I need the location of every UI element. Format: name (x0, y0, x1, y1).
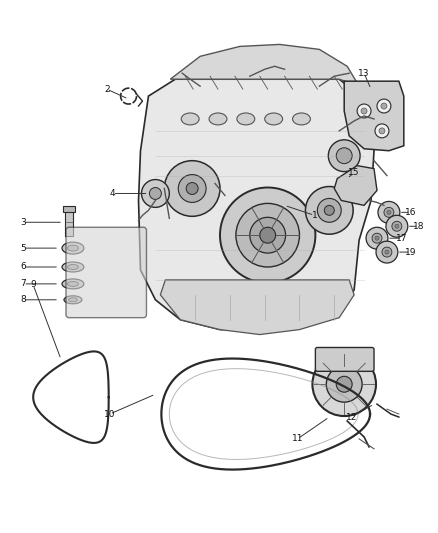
Ellipse shape (67, 281, 78, 286)
Text: 17: 17 (396, 233, 408, 243)
Ellipse shape (62, 279, 84, 289)
Text: 11: 11 (292, 434, 303, 443)
Circle shape (336, 376, 352, 392)
Polygon shape (334, 166, 377, 205)
Circle shape (149, 188, 161, 199)
Circle shape (305, 187, 353, 234)
Circle shape (312, 352, 376, 416)
Text: 7: 7 (21, 279, 26, 288)
Ellipse shape (237, 113, 255, 125)
Ellipse shape (62, 242, 84, 254)
Polygon shape (138, 79, 374, 329)
Circle shape (326, 366, 362, 402)
Circle shape (361, 108, 367, 114)
Ellipse shape (209, 113, 227, 125)
Circle shape (379, 128, 385, 134)
Circle shape (382, 247, 392, 257)
Circle shape (384, 207, 394, 217)
Ellipse shape (67, 245, 78, 251)
Circle shape (324, 205, 334, 215)
Ellipse shape (64, 296, 82, 304)
FancyBboxPatch shape (315, 348, 374, 372)
Polygon shape (160, 280, 354, 335)
Circle shape (250, 217, 286, 253)
Bar (65, 208, 73, 236)
Circle shape (366, 227, 388, 249)
Circle shape (141, 180, 170, 207)
Circle shape (178, 175, 206, 203)
Circle shape (164, 160, 220, 216)
Circle shape (336, 148, 352, 164)
Text: 12: 12 (346, 413, 357, 422)
Circle shape (392, 221, 402, 231)
Text: 18: 18 (413, 222, 424, 231)
Circle shape (220, 188, 315, 283)
Circle shape (381, 103, 387, 109)
Text: 1: 1 (311, 211, 317, 220)
Text: 2: 2 (104, 85, 110, 94)
Circle shape (328, 140, 360, 172)
Ellipse shape (181, 113, 199, 125)
Text: 9: 9 (30, 280, 36, 289)
Text: 4: 4 (110, 189, 116, 198)
Circle shape (375, 124, 389, 138)
Ellipse shape (68, 298, 78, 302)
Circle shape (377, 99, 391, 113)
Circle shape (357, 104, 371, 118)
Polygon shape (344, 81, 404, 151)
Circle shape (386, 215, 408, 237)
Circle shape (318, 198, 341, 222)
Text: 6: 6 (21, 262, 26, 271)
Text: 5: 5 (21, 244, 26, 253)
Circle shape (372, 233, 382, 243)
Ellipse shape (62, 262, 84, 272)
Text: 10: 10 (104, 409, 116, 418)
Text: 19: 19 (405, 248, 417, 256)
FancyBboxPatch shape (66, 227, 146, 318)
Circle shape (186, 182, 198, 195)
Polygon shape (170, 44, 359, 86)
Circle shape (376, 241, 398, 263)
Text: 16: 16 (405, 208, 417, 217)
Text: 13: 13 (358, 69, 370, 78)
Circle shape (385, 250, 389, 254)
Circle shape (395, 224, 399, 228)
Text: 8: 8 (21, 295, 26, 304)
Ellipse shape (265, 113, 283, 125)
Text: 3: 3 (21, 218, 26, 227)
Text: 15: 15 (348, 168, 360, 177)
Ellipse shape (293, 113, 311, 125)
Ellipse shape (67, 264, 78, 270)
Circle shape (387, 211, 391, 214)
Circle shape (375, 236, 379, 240)
Circle shape (236, 204, 300, 267)
Bar (63, 206, 75, 212)
Circle shape (260, 227, 276, 243)
Circle shape (378, 201, 400, 223)
